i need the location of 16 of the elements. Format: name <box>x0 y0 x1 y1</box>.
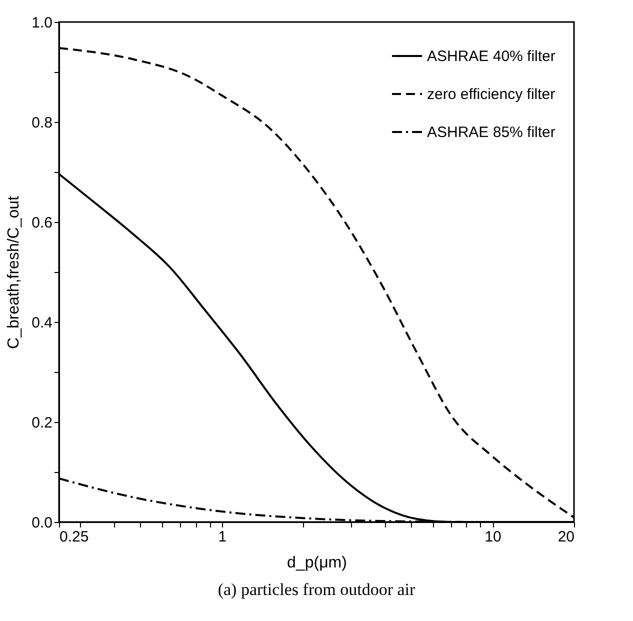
y-tick-label: 1.0 <box>32 14 52 32</box>
x-tick-label: 0.25 <box>60 528 89 546</box>
y-tick-label: 0.2 <box>32 414 52 432</box>
x-axis-title: d_p(μm) <box>287 554 347 572</box>
y-tick-label: 0.0 <box>32 514 52 532</box>
y-tick-label: 0.8 <box>32 114 52 132</box>
x-tick-label: 20 <box>558 528 574 546</box>
legend-label: ASHRAE 40% filter <box>427 48 556 65</box>
legend-label: zero efficiency filter <box>427 86 556 103</box>
legend-label: ASHRAE 85% filter <box>427 124 556 141</box>
text: (a) particles from outdoor air <box>218 580 416 599</box>
y-axis-title: C_breath,fresh/C_out <box>6 195 23 349</box>
x-tick-label: 1 <box>218 528 227 546</box>
x-tick-label: 10 <box>484 528 502 546</box>
y-tick-label: 0.6 <box>32 214 52 232</box>
y-tick-label: 0.4 <box>32 314 52 332</box>
